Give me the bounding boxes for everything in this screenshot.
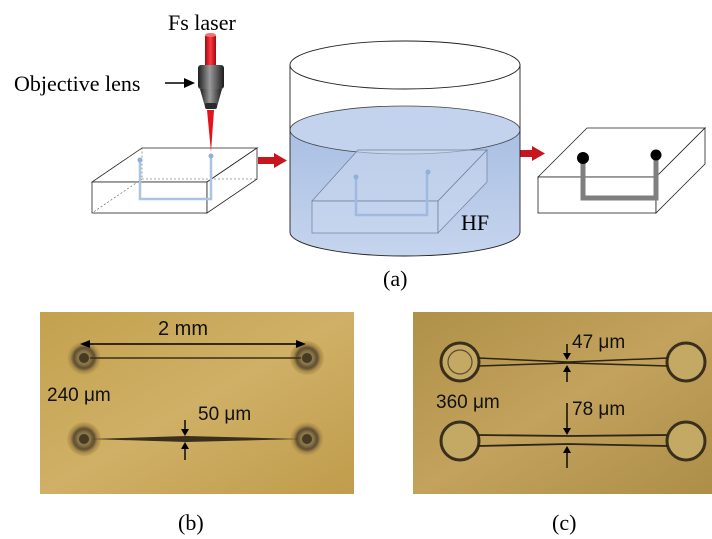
laser-label: Fs laser (168, 10, 236, 35)
objective-pointer-arrow (165, 78, 195, 88)
top-channel-width-label-c: 47 μm (572, 332, 626, 353)
bottom-channel-width-label-c: 78 μm (572, 399, 626, 420)
channel-width-label-b: 50 μm (198, 404, 252, 425)
hole-diameter-label-b: 240 μm (47, 385, 111, 406)
process-arrow-1 (258, 153, 287, 168)
objective-lens-icon (198, 65, 224, 109)
laser-beam (205, 33, 216, 152)
glass-block-1 (90, 147, 259, 214)
written-channel-2 (353, 169, 431, 217)
micrograph-b (40, 312, 354, 494)
panel-b-label: (b) (178, 510, 204, 535)
glass-block-3 (537, 127, 706, 214)
micrograph-c (413, 312, 712, 494)
length-label-b: 2 mm (158, 318, 208, 340)
hole-diameter-label-c: 360 μm (436, 392, 500, 413)
panel-c-label: (c) (552, 510, 577, 535)
panel-a-label: (a) (383, 266, 408, 291)
hf-label: HF (461, 210, 490, 235)
objective-label: Objective lens (14, 71, 141, 96)
etched-channel (577, 149, 662, 201)
process-arrow-2 (516, 146, 545, 161)
written-channel-1 (137, 153, 214, 201)
